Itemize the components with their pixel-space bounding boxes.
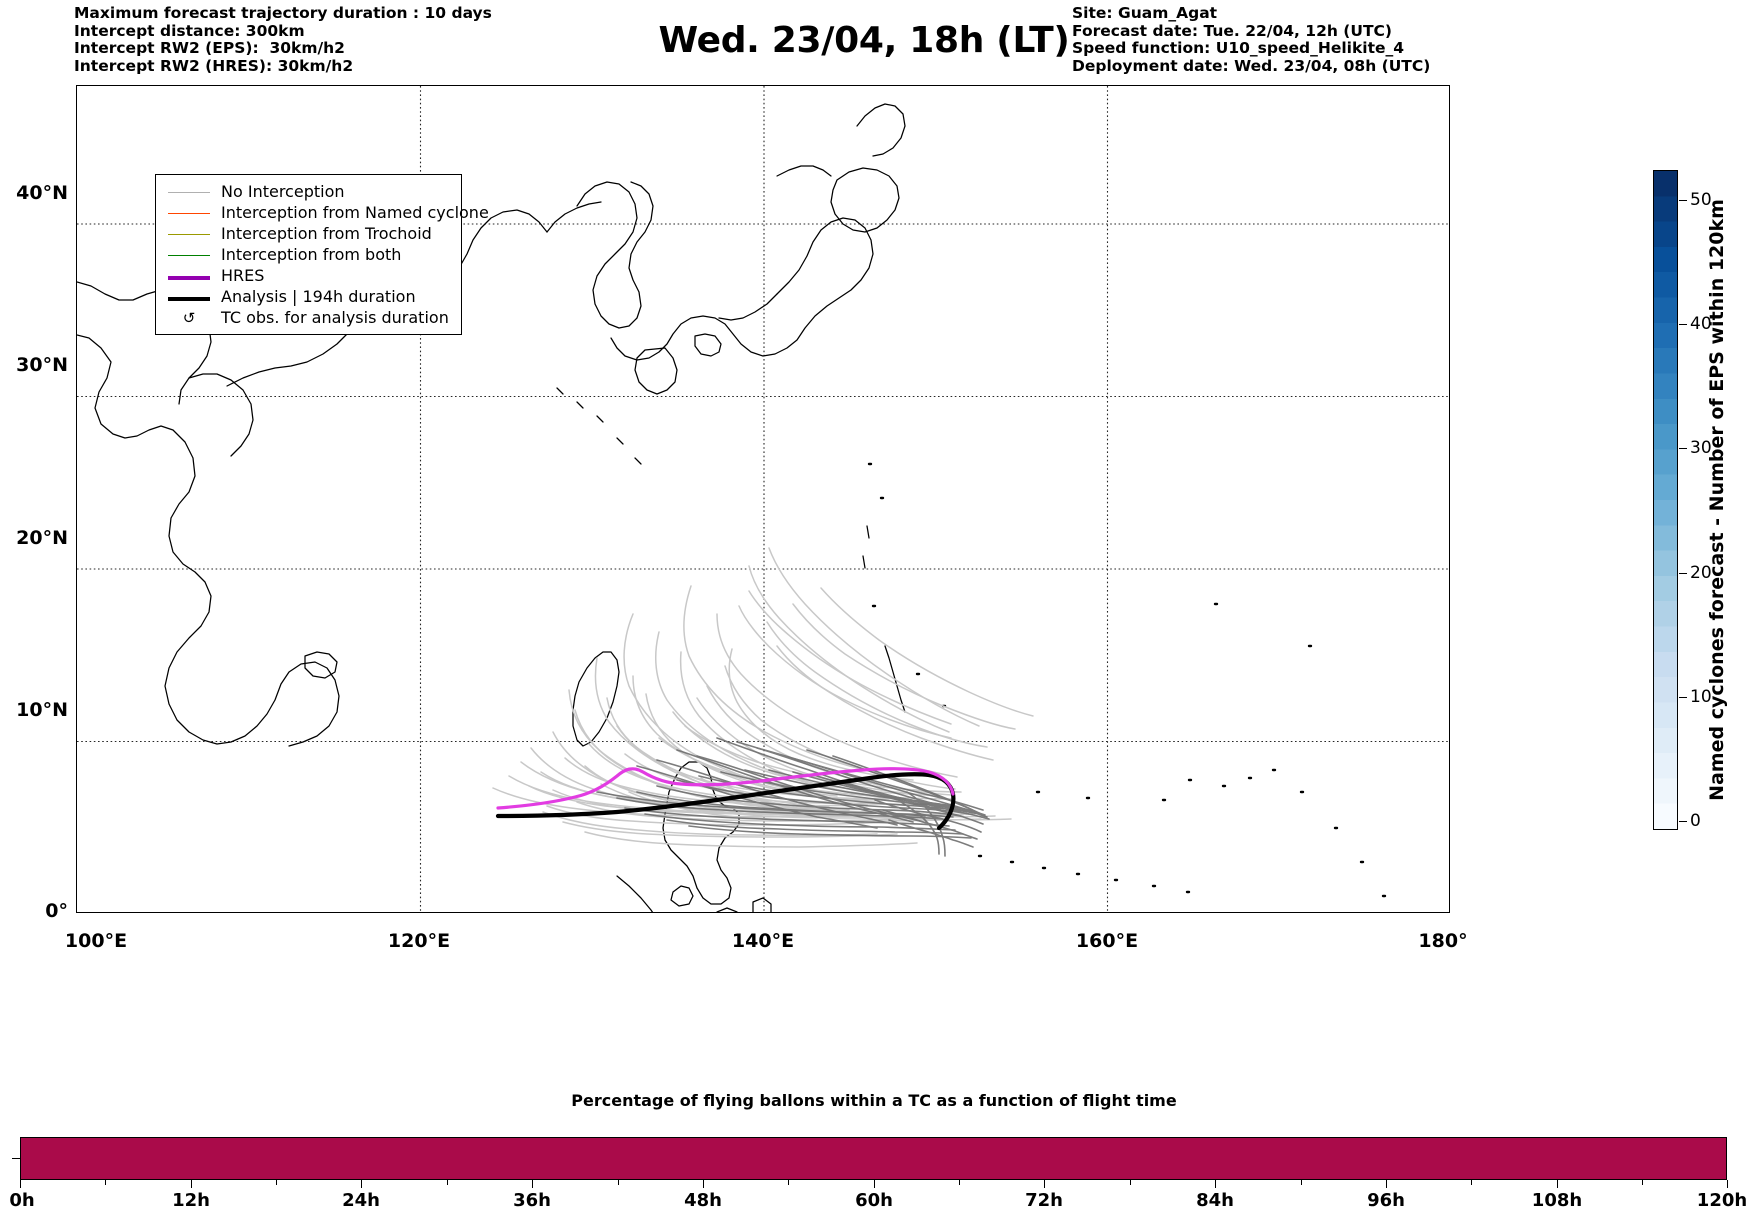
pct-tick	[20, 1180, 22, 1188]
pct-label-84h: 84h	[1196, 1190, 1234, 1211]
legend-label: Interception from Named cyclone	[221, 203, 489, 222]
pct-tick-minor	[618, 1180, 620, 1185]
legend-item-no-interception[interactable]: No Interception	[164, 181, 451, 202]
pct-tick	[1044, 1180, 1046, 1188]
legend-item-named-cyclone[interactable]: Interception from Named cyclone	[164, 202, 489, 223]
y-tick-30N: 30°N	[16, 354, 68, 376]
y-tick-10N: 10°N	[16, 699, 68, 721]
pct-tick	[874, 1180, 876, 1188]
legend-label: Analysis | 194h duration	[221, 287, 416, 306]
percentage-bar-fill	[21, 1138, 1726, 1179]
legend-label: Interception from both	[221, 245, 402, 264]
pct-tick-minor	[788, 1180, 790, 1185]
pct-label-12h: 12h	[172, 1190, 210, 1211]
pct-tick	[1215, 1180, 1217, 1188]
colorbar-gradient[interactable]	[1653, 170, 1678, 830]
pct-tick	[191, 1180, 193, 1188]
map-canvas	[77, 86, 1449, 912]
page-title: Wed. 23/04, 18h (LT)	[0, 20, 1748, 61]
colorbar-tick	[1679, 200, 1687, 202]
colorbar-tick	[1679, 697, 1687, 699]
y-tick-20N: 20°N	[16, 527, 68, 549]
pct-tick-minor	[105, 1180, 107, 1185]
legend-item-both[interactable]: Interception from both	[164, 244, 451, 265]
legend-item-hres[interactable]: HRES	[164, 265, 451, 286]
x-tick-160E: 160°E	[1075, 930, 1139, 952]
colorbar-tick	[1679, 573, 1687, 575]
pct-label-24h: 24h	[342, 1190, 380, 1211]
pct-tick-minor	[276, 1180, 278, 1185]
colorbar-tick-label-10: 10	[1690, 687, 1712, 707]
pct-tick-minor	[1642, 1180, 1644, 1185]
page-title-text: Wed. 23/04, 18h (LT)	[658, 20, 1070, 61]
x-tick-140E: 140°E	[731, 930, 795, 952]
y-tick-0: 0°	[45, 900, 68, 922]
legend-item-analysis[interactable]: Analysis | 194h duration	[164, 286, 451, 307]
map-gridlines	[77, 86, 1449, 912]
pct-label-72h: 72h	[1025, 1190, 1063, 1211]
pct-label-36h: 36h	[513, 1190, 551, 1211]
percentage-bar-title: Percentage of flying ballons within a TC…	[571, 1091, 1177, 1110]
cyclone-icon: ↺	[182, 308, 196, 327]
legend-label: TC obs. for analysis duration	[221, 308, 449, 327]
pct-tick	[1386, 1180, 1388, 1188]
pct-tick-minor	[1130, 1180, 1132, 1185]
pct-tick	[703, 1180, 705, 1188]
coastlines	[77, 103, 1387, 912]
pct-label-108h: 108h	[1531, 1190, 1583, 1211]
legend-item-tc-obs[interactable]: ↺ TC obs. for analysis duration	[164, 307, 451, 328]
pct-label-96h: 96h	[1367, 1190, 1405, 1211]
pct-tick-minor	[1301, 1180, 1303, 1185]
pct-tick	[1727, 1180, 1729, 1188]
colorbar-tick-label-0: 0	[1690, 811, 1701, 831]
pct-tick	[361, 1180, 363, 1188]
pct-tick	[1557, 1180, 1559, 1188]
percentage-bar-y-tick	[12, 1158, 20, 1160]
y-tick-40N: 40°N	[16, 182, 68, 204]
colorbar-axis-label: Named cyclones forecast - Number of EPS …	[1702, 170, 1732, 830]
pct-tick-minor	[959, 1180, 961, 1185]
legend-label: No Interception	[221, 182, 345, 201]
pct-label-0h: 0h	[9, 1190, 35, 1211]
colorbar-tick	[1679, 821, 1687, 823]
x-tick-180: 180°	[1418, 930, 1468, 952]
colorbar-tick	[1679, 448, 1687, 450]
legend-label: Interception from Trochoid	[221, 224, 432, 243]
header-right-info: Site: Guam_Agat Forecast date: Tue. 22/0…	[1072, 4, 1431, 75]
colorbar-container: 50 40 30 20 10 0	[1653, 170, 1712, 831]
pct-label-48h: 48h	[684, 1190, 722, 1211]
pct-tick	[532, 1180, 534, 1188]
pct-tick-minor	[1471, 1180, 1473, 1185]
x-tick-100E: 100°E	[64, 930, 128, 952]
legend-item-trochoid[interactable]: Interception from Trochoid	[164, 223, 451, 244]
colorbar-tick-label-40: 40	[1690, 314, 1712, 334]
legend-label: HRES	[221, 266, 265, 285]
hres-track	[496, 767, 955, 810]
colorbar-tick-label-50: 50	[1690, 190, 1712, 210]
map-plot-area[interactable]: No Interception Interception from Named …	[76, 85, 1450, 913]
colorbar-axis-label-text: Named cyclones forecast - Number of EPS …	[1706, 199, 1729, 801]
map-legend: No Interception Interception from Named …	[155, 174, 489, 335]
colorbar-tick-label-20: 20	[1690, 563, 1712, 583]
colorbar-tick	[1679, 324, 1687, 326]
eps-trajectories-dark	[596, 737, 990, 857]
x-tick-120E: 120°E	[387, 930, 451, 952]
colorbar-tick-label-30: 30	[1690, 438, 1712, 458]
pct-tick-minor	[447, 1180, 449, 1185]
pct-label-120h: 120h	[1696, 1190, 1748, 1211]
pct-label-60h: 60h	[855, 1190, 893, 1211]
header-left-info: Maximum forecast trajectory duration : 1…	[74, 4, 492, 75]
percentage-bar-axes[interactable]	[20, 1137, 1727, 1180]
